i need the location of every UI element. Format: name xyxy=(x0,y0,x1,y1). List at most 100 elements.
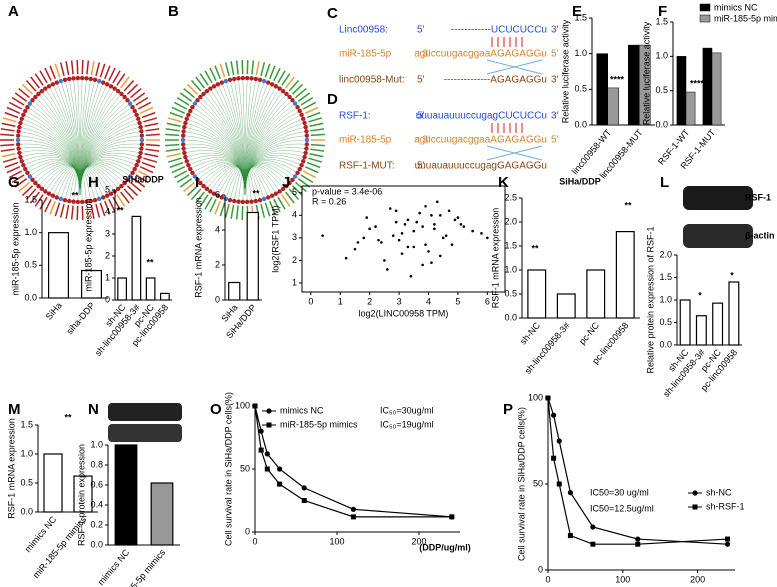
annotation: ** xyxy=(252,188,260,198)
y-axis-label: miR-185-5p expression xyxy=(83,198,93,291)
network-label xyxy=(143,157,158,163)
network-label xyxy=(59,203,65,218)
network-label xyxy=(145,128,160,132)
blot-band xyxy=(683,186,753,210)
y-tick-label: 2.0 xyxy=(659,249,672,259)
network-node xyxy=(183,154,188,160)
network-node xyxy=(43,189,48,194)
network-label xyxy=(285,76,295,89)
network-node xyxy=(195,177,200,183)
network-label xyxy=(306,111,321,119)
network-node xyxy=(219,80,224,85)
network-node xyxy=(211,84,217,89)
network-node xyxy=(261,78,267,84)
point xyxy=(430,214,433,217)
network-label xyxy=(308,117,323,123)
network-node xyxy=(302,154,307,160)
x-tick-label: 2 xyxy=(367,296,372,306)
network-label xyxy=(288,188,300,200)
point xyxy=(388,207,392,210)
panel-label: C xyxy=(327,5,338,22)
y-tick-label: 0.2 xyxy=(90,519,103,529)
network-label xyxy=(204,196,213,210)
network-node xyxy=(227,197,233,203)
y-tick-label: 1.5 xyxy=(20,419,33,429)
network-label xyxy=(0,133,15,137)
network-node xyxy=(299,112,304,117)
marker xyxy=(277,481,283,487)
sequence: uuuauauuuccugagGAGAGGu xyxy=(415,161,547,172)
network-label xyxy=(204,70,213,84)
annotation: R = 0.26 xyxy=(312,196,346,206)
network-node xyxy=(54,80,59,85)
marker xyxy=(258,447,264,453)
network-node xyxy=(297,108,302,114)
network-label xyxy=(297,92,311,102)
y-tick-label: 0.0 xyxy=(20,506,33,516)
network-node xyxy=(181,146,186,151)
network-node xyxy=(304,146,309,151)
network-node xyxy=(88,198,93,204)
legend-swatch xyxy=(699,3,711,12)
network-node xyxy=(84,199,89,204)
x-tick-label: 0 xyxy=(252,536,257,546)
network-label xyxy=(144,152,159,158)
network-label xyxy=(95,62,101,77)
network-node xyxy=(33,180,38,186)
y-tick-label: 1.5 xyxy=(655,16,668,26)
y-tick-label: 0.0 xyxy=(659,339,672,349)
network-label xyxy=(34,73,44,86)
network-label xyxy=(135,174,149,184)
network-label xyxy=(235,60,239,75)
network-node xyxy=(67,198,72,204)
network-node xyxy=(188,166,193,172)
point xyxy=(453,218,457,222)
y-tick-label: 1.0 xyxy=(504,264,517,274)
x-axis-label: log2(LINC00958 TPM) xyxy=(359,308,449,318)
panel-label: L xyxy=(660,174,669,191)
network-node xyxy=(23,108,28,114)
point xyxy=(421,263,424,267)
seq-end: 5' xyxy=(417,75,425,86)
legend-swatch xyxy=(699,14,711,23)
marker xyxy=(258,428,264,434)
network-label xyxy=(251,60,255,75)
network-node xyxy=(198,180,203,186)
y-tick-label: 4 xyxy=(215,224,220,234)
network-label xyxy=(302,101,316,110)
legend-label: sh-NC xyxy=(706,487,732,497)
network-label xyxy=(145,133,160,137)
point xyxy=(386,268,389,271)
network-label xyxy=(70,60,74,75)
seq-end: 5' xyxy=(417,111,425,122)
legend-label: miR-185-5p mimics xyxy=(714,13,777,23)
network-node xyxy=(244,199,250,205)
network-label xyxy=(190,80,202,92)
network-node xyxy=(125,97,130,103)
line xyxy=(547,397,728,545)
network-node xyxy=(125,177,130,183)
x-tick-label: SiHa xyxy=(44,300,64,321)
network-label xyxy=(264,63,271,78)
panel-label: H xyxy=(88,174,99,191)
network-label xyxy=(30,191,40,204)
network-node xyxy=(198,94,203,100)
network-label xyxy=(25,188,37,200)
point xyxy=(344,256,348,260)
network-label xyxy=(1,122,16,128)
network-label xyxy=(112,70,121,84)
cross xyxy=(486,59,543,75)
seq-end: 5' xyxy=(551,49,559,60)
network-node xyxy=(115,186,121,192)
bar xyxy=(639,44,651,126)
bar xyxy=(556,293,576,319)
bar xyxy=(679,299,691,346)
network-node xyxy=(127,101,133,106)
x-tick-label: 5 xyxy=(455,296,460,306)
network-label xyxy=(230,204,235,219)
y-tick-label: 0.5 xyxy=(504,288,517,298)
marker xyxy=(590,524,596,530)
y-tick-label: 1.5 xyxy=(659,272,672,282)
point xyxy=(377,238,380,242)
